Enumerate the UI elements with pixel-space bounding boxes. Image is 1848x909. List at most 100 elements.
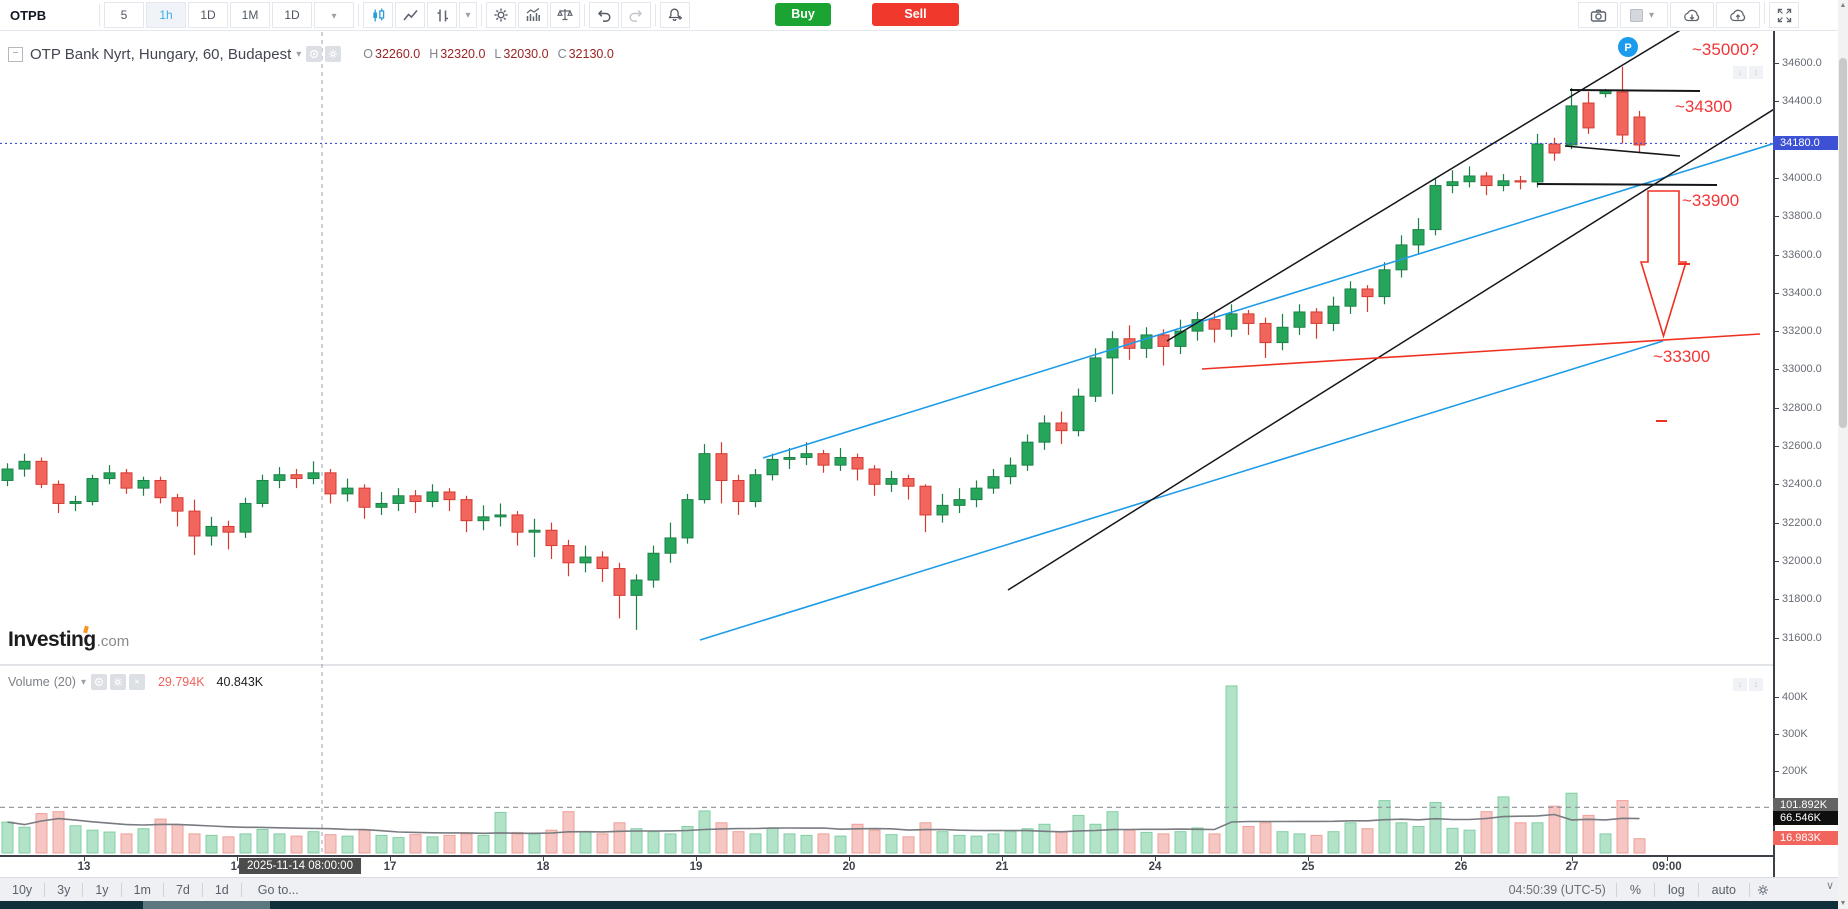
candle (341, 487, 354, 495)
range-button-1m[interactable]: 1m (133, 883, 151, 897)
series-title[interactable]: OTP Bank Nyrt, Hungary, 60, Budapest (30, 45, 292, 63)
trendline[interactable] (1007, 64, 1773, 591)
interval-button-1D[interactable]: 1D (188, 2, 228, 28)
chevron-down-icon[interactable]: ▾ (296, 48, 302, 60)
interval-button-1h[interactable]: 1h (146, 2, 186, 28)
scroll-up-icon[interactable]: ▲ (1839, 2, 1847, 9)
candle (1497, 180, 1510, 187)
layout-button[interactable]: ▾ (1620, 2, 1668, 28)
candle (443, 491, 456, 501)
ohlc-value: 32320.0 (440, 47, 486, 61)
volume-bar (1361, 828, 1374, 854)
ohlc-key: H (429, 47, 439, 61)
scrollbar-thumb[interactable] (1839, 58, 1847, 428)
annotation-text[interactable]: ~34300 (1675, 97, 1732, 116)
price-axis-label: 33400.0 (1782, 286, 1822, 299)
range-button-1d[interactable]: 1d (214, 883, 229, 897)
trendline[interactable] (762, 126, 1773, 459)
crosshair-date-label: 2025-11-14 08:00:00 (239, 858, 361, 874)
range-button-7d[interactable]: 7d (175, 883, 190, 897)
hide-series-button[interactable] (306, 46, 323, 62)
annotation-text[interactable]: ~33900 (1682, 191, 1739, 210)
candle (1038, 422, 1051, 443)
trendline[interactable] (1201, 333, 1761, 370)
annotation-text[interactable]: ~33300 (1653, 347, 1710, 366)
price-axis[interactable]: 34600.0 34400.0 34000.0 33800.0 33600.0 33400… (1773, 30, 1840, 877)
interval-button-1D[interactable]: 1D (272, 2, 312, 28)
candle (919, 485, 932, 516)
indicators-icon (526, 8, 540, 21)
move-pane-down-icon[interactable]: ↓ (1733, 678, 1747, 691)
load-chart-button[interactable] (1670, 2, 1714, 28)
idea-badge[interactable] (1618, 37, 1638, 57)
collapse-toolbar-icon[interactable]: ∨ (1825, 880, 1834, 892)
fullscreen-button[interactable] (1769, 2, 1799, 28)
time-axis[interactable]: 2025-11-14 08:00:00 13 14 17 18 19 20 21 24 25 26… (0, 855, 1773, 879)
maximize-pane-icon[interactable]: ↕ (1749, 66, 1763, 79)
bar-style-button[interactable] (427, 2, 457, 28)
clock[interactable]: 04:50:39 (UTC-5) (1508, 883, 1606, 897)
sell-button[interactable]: Sell (872, 3, 959, 26)
style-dropdown[interactable]: ▾ (459, 2, 477, 28)
settings-button[interactable] (486, 2, 516, 28)
line-style-button[interactable] (395, 2, 425, 28)
page-scrollbar[interactable]: ▲ ▼ (1838, 0, 1848, 909)
interval-dropdown[interactable]: ▾ (314, 2, 354, 28)
maximize-pane-icon[interactable]: ↕ (1749, 678, 1763, 691)
volume-bar (528, 833, 541, 854)
volume-label[interactable]: Volume (8, 675, 50, 689)
chevron-down-icon[interactable]: ▾ (80, 676, 86, 688)
candle (834, 456, 847, 466)
candle (1021, 441, 1034, 466)
percent-scale-button[interactable]: % (1629, 883, 1641, 897)
scroll-down-icon[interactable]: ▼ (1839, 900, 1847, 907)
time-tick (1667, 857, 1668, 861)
trendline[interactable] (1166, 2, 1726, 342)
price-tick (1775, 599, 1779, 601)
volume-bar (1208, 833, 1221, 854)
range-button-10y[interactable]: 10y (12, 883, 33, 897)
add-alert-button[interactable] (660, 2, 690, 28)
candle (460, 499, 473, 522)
trendline[interactable] (1569, 89, 1701, 92)
down-arrow-drawing[interactable] (1639, 190, 1688, 339)
candle (426, 491, 439, 503)
range-button-3y[interactable]: 3y (57, 883, 71, 897)
symbol-ticker[interactable]: OTPB (10, 7, 47, 23)
candle (409, 495, 422, 503)
save-chart-button[interactable] (1716, 2, 1760, 28)
candlestick-style-button[interactable] (363, 2, 393, 28)
volume-bar (358, 829, 371, 854)
auto-scale-button[interactable]: auto (1711, 883, 1736, 897)
series-settings-button[interactable] (325, 46, 342, 62)
remove-volume-button[interactable]: × (128, 674, 145, 690)
volume-bar (664, 833, 677, 854)
candle (885, 478, 898, 485)
interval-group: 5 1h 1D 1M 1D (103, 2, 313, 28)
undo-button[interactable] (589, 2, 619, 28)
hide-volume-button[interactable] (90, 674, 107, 690)
annotation-text[interactable]: ~35000? (1692, 40, 1759, 59)
trendline[interactable] (699, 340, 1664, 641)
goto-date-button[interactable]: Go to... (257, 883, 299, 897)
volume-settings-button[interactable] (109, 674, 126, 690)
volume-bar (1514, 822, 1527, 854)
compare-button[interactable] (550, 2, 580, 28)
move-pane-down-icon[interactable]: ↓ (1733, 66, 1747, 79)
volume-bar (783, 833, 796, 854)
interval-button-1M[interactable]: 1M (230, 2, 270, 28)
redo-button[interactable] (621, 2, 651, 28)
chart-canvas[interactable]: ~35000? ~34300 ~33900 ~33300 P (0, 0, 1773, 855)
log-scale-button[interactable]: log (1667, 883, 1685, 897)
trendline[interactable] (1564, 145, 1681, 157)
trendline[interactable] (1536, 183, 1718, 186)
indicators-button[interactable] (518, 2, 548, 28)
axis-settings-button[interactable] (1756, 883, 1770, 897)
snapshot-button[interactable] (1578, 2, 1618, 28)
range-button-1y[interactable]: 1y (95, 883, 109, 897)
candle (562, 545, 575, 564)
interval-button-5[interactable]: 5 (104, 2, 144, 28)
buy-button[interactable]: Buy (775, 3, 831, 26)
collapse-pane-icon[interactable]: − (8, 46, 23, 62)
candle (902, 478, 915, 487)
